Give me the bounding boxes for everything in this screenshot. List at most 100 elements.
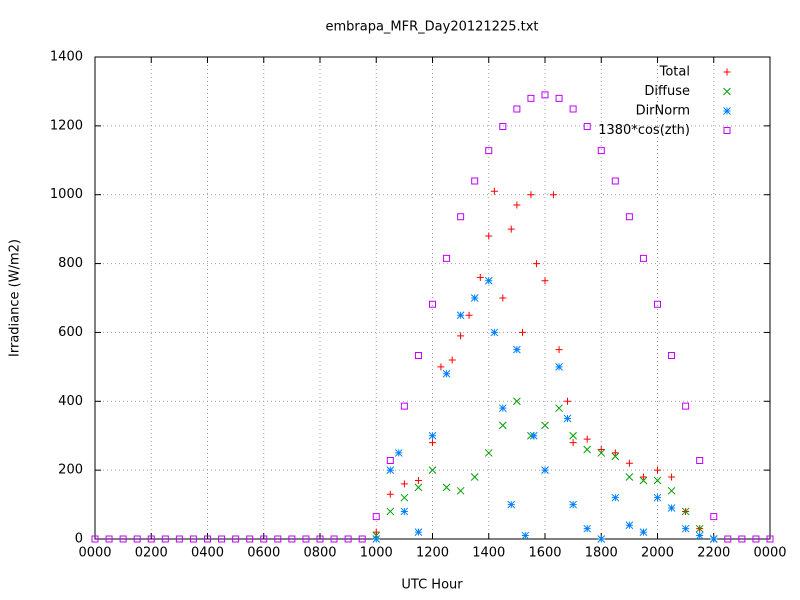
- data-point: [246, 535, 254, 543]
- data-point: [400, 493, 409, 502]
- data-point: [611, 177, 619, 185]
- data-point: [597, 445, 605, 453]
- data-point: [513, 397, 521, 406]
- data-point: [91, 535, 99, 543]
- data-point: [232, 535, 240, 543]
- x-tick-label: 0000: [753, 546, 786, 561]
- data-point: [499, 123, 507, 131]
- data-point: [681, 524, 690, 533]
- data-point: [133, 535, 141, 543]
- data-point: [456, 486, 465, 495]
- data-point: [386, 466, 395, 474]
- data-point: [569, 500, 577, 509]
- data-point: [437, 363, 445, 371]
- data-point: [456, 311, 465, 320]
- data-point: [394, 449, 403, 457]
- data-point: [583, 123, 591, 131]
- data-point: [752, 535, 760, 543]
- data-point: [668, 351, 676, 359]
- data-point: [470, 294, 479, 302]
- data-point: [513, 201, 521, 209]
- data-point: [521, 531, 530, 540]
- data-point: [611, 449, 619, 457]
- data-point: [414, 476, 422, 484]
- x-tick-label: 0600: [247, 546, 280, 561]
- chart-title: embrapa_MFR_Day20121225.txt: [325, 20, 538, 35]
- data-point: [429, 439, 436, 447]
- data-point: [527, 94, 535, 102]
- data-point: [147, 535, 155, 543]
- legend-label: DirNorm: [636, 104, 690, 119]
- data-point: [625, 521, 634, 530]
- data-point: [569, 439, 577, 447]
- data-point: [260, 535, 268, 543]
- data-point: [563, 414, 572, 423]
- data-point: [386, 507, 395, 516]
- data-point: [316, 535, 324, 543]
- y-tick-label: 400: [58, 394, 83, 409]
- data-point: [400, 402, 408, 410]
- data-point: [639, 476, 648, 485]
- data-point: [555, 404, 563, 413]
- x-tick-label: 1400: [472, 546, 505, 561]
- data-point: [105, 535, 113, 543]
- y-tick-label: 1000: [50, 187, 83, 202]
- data-point: [738, 535, 746, 543]
- data-point: [724, 535, 732, 543]
- data-point: [682, 402, 690, 410]
- data-point: [569, 105, 577, 113]
- data-point: [189, 535, 197, 543]
- data-point: [639, 528, 648, 536]
- data-point: [513, 345, 521, 354]
- y-axis-label: Irradiance (W/m2): [8, 239, 23, 357]
- data-point: [429, 300, 436, 308]
- x-tick-label: 1800: [585, 546, 618, 561]
- data-point: [668, 473, 676, 481]
- data-point: [564, 397, 571, 405]
- data-point: [597, 535, 606, 543]
- data-point: [442, 483, 451, 492]
- legend-marker: [723, 127, 731, 134]
- data-point: [695, 524, 704, 533]
- legend-label: 1380*cos(zth): [598, 123, 690, 138]
- data-point: [625, 459, 633, 467]
- data-point: [119, 535, 127, 543]
- legend-marker: [723, 107, 731, 115]
- data-point: [555, 346, 563, 354]
- data-point: [414, 528, 423, 536]
- data-point: [414, 351, 422, 359]
- data-point: [386, 490, 394, 498]
- data-point: [541, 91, 549, 99]
- data-point: [513, 105, 521, 113]
- x-tick-label: 0000: [78, 546, 111, 561]
- data-point: [448, 356, 456, 364]
- data-point: [372, 535, 381, 543]
- data-point: [218, 535, 226, 543]
- data-point: [358, 535, 366, 543]
- data-point: [555, 94, 563, 102]
- data-point: [344, 535, 352, 543]
- data-point: [555, 363, 563, 371]
- data-point: [569, 431, 577, 440]
- data-point: [457, 213, 465, 221]
- data-point: [667, 486, 676, 495]
- data-point: [695, 531, 704, 540]
- data-point: [457, 332, 465, 340]
- data-point: [386, 457, 394, 465]
- x-axis-label: UTC Hour: [401, 578, 463, 593]
- data-point: [400, 507, 409, 516]
- data-point: [625, 213, 633, 221]
- data-point: [597, 147, 605, 155]
- data-point: [400, 480, 408, 488]
- x-tick-label: 1200: [416, 546, 449, 561]
- data-point: [653, 476, 662, 485]
- legend-marker: [723, 68, 731, 76]
- data-point: [709, 535, 718, 543]
- data-point: [414, 483, 423, 492]
- data-point: [204, 535, 211, 543]
- y-tick-label: 1200: [50, 118, 83, 133]
- x-tick-label: 0400: [191, 546, 224, 561]
- data-point: [485, 147, 493, 155]
